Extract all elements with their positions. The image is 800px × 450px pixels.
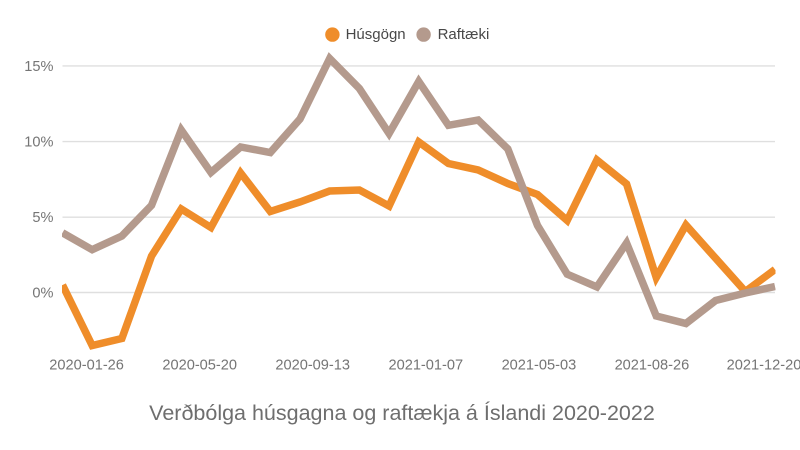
svg-text:15%: 15% bbox=[24, 59, 53, 75]
svg-text:2021-01-07: 2021-01-07 bbox=[388, 357, 463, 373]
svg-text:2021-05-03: 2021-05-03 bbox=[502, 357, 577, 373]
svg-text:2020-01-26: 2020-01-26 bbox=[49, 357, 124, 373]
svg-text:2020-09-13: 2020-09-13 bbox=[275, 357, 350, 373]
svg-text:10%: 10% bbox=[24, 135, 53, 151]
svg-text:2021-08-26: 2021-08-26 bbox=[615, 357, 690, 373]
svg-text:2020-05-20: 2020-05-20 bbox=[162, 357, 237, 373]
svg-text:5%: 5% bbox=[32, 210, 53, 226]
svg-text:2021-12-20: 2021-12-20 bbox=[727, 357, 800, 373]
svg-text:0%: 0% bbox=[32, 285, 53, 301]
svg-text:Raftæki: Raftæki bbox=[438, 26, 490, 43]
svg-text:Verðbólga húsgagna og raftækja: Verðbólga húsgagna og raftækja á Íslandi… bbox=[149, 400, 655, 425]
svg-text:Húsgögn: Húsgögn bbox=[346, 26, 406, 43]
